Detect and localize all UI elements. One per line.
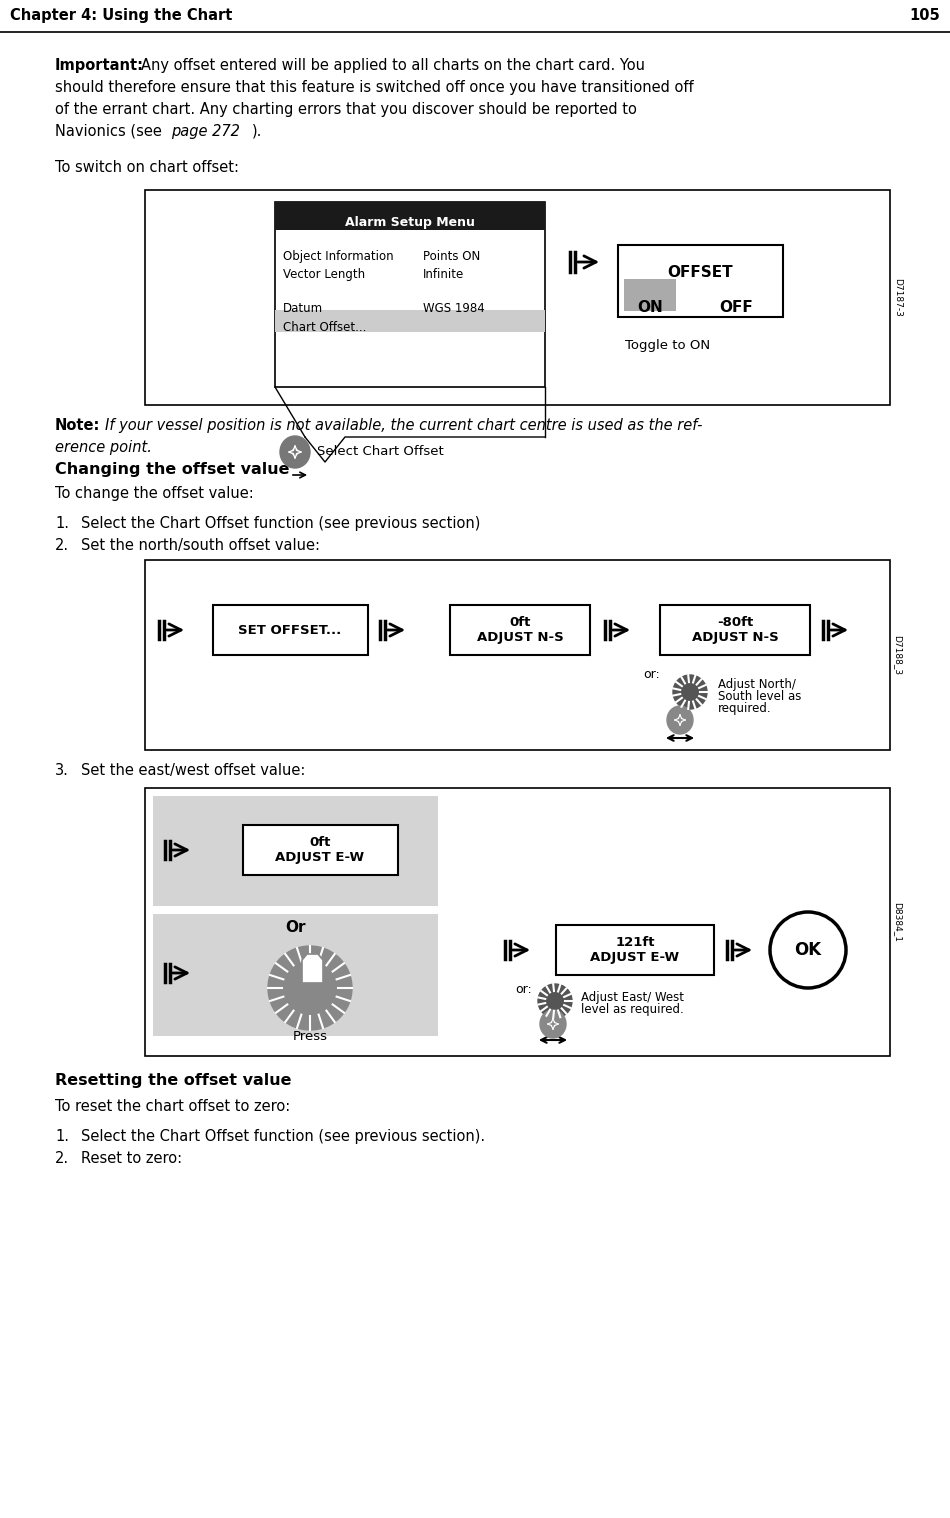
Text: 2.: 2. (55, 1151, 69, 1166)
FancyBboxPatch shape (275, 202, 545, 387)
Text: If your vessel position is not available, the current chart centre is used as th: If your vessel position is not available… (105, 417, 702, 433)
Text: Infinite: Infinite (423, 269, 465, 281)
Text: Important:: Important: (55, 58, 144, 73)
Text: Changing the offset value: Changing the offset value (55, 461, 290, 477)
Text: 1.: 1. (55, 516, 69, 531)
Text: Resetting the offset value: Resetting the offset value (55, 1073, 292, 1088)
Text: Press: Press (293, 1031, 328, 1043)
FancyBboxPatch shape (145, 560, 890, 750)
Polygon shape (302, 953, 323, 984)
Text: South level as: South level as (718, 691, 802, 703)
Text: ADJUST E-W: ADJUST E-W (591, 952, 679, 964)
Text: Vector Length: Vector Length (283, 269, 365, 281)
Text: Datum: Datum (283, 302, 323, 316)
Text: Toggle to ON: Toggle to ON (625, 339, 711, 352)
Text: Set the north/south offset value:: Set the north/south offset value: (81, 537, 320, 553)
Text: OFF: OFF (719, 301, 752, 316)
Text: Select Chart Offset: Select Chart Offset (317, 445, 444, 458)
FancyBboxPatch shape (624, 279, 676, 311)
Ellipse shape (667, 706, 693, 735)
Text: Chart Offset...: Chart Offset... (283, 320, 367, 334)
Text: WGS 1984: WGS 1984 (423, 302, 484, 316)
Text: ON: ON (637, 301, 663, 316)
Circle shape (770, 912, 846, 988)
Text: page 272: page 272 (171, 124, 239, 140)
Text: Adjust North/: Adjust North/ (718, 679, 796, 691)
Text: 0ft: 0ft (509, 615, 531, 628)
Text: OK: OK (794, 941, 822, 959)
Text: Set the east/west offset value:: Set the east/west offset value: (81, 764, 305, 779)
Circle shape (673, 676, 707, 709)
FancyBboxPatch shape (275, 310, 545, 332)
Text: ADJUST E-W: ADJUST E-W (276, 852, 365, 864)
FancyBboxPatch shape (153, 914, 438, 1035)
FancyBboxPatch shape (242, 824, 397, 874)
Text: To switch on chart offset:: To switch on chart offset: (55, 159, 239, 175)
Text: Any offset entered will be applied to all charts on the chart card. You: Any offset entered will be applied to al… (141, 58, 645, 73)
FancyBboxPatch shape (556, 924, 714, 975)
Text: Alarm Setup Menu: Alarm Setup Menu (345, 216, 475, 229)
Text: 2.: 2. (55, 537, 69, 553)
Text: Object Information: Object Information (283, 250, 393, 263)
Text: SET OFFSET...: SET OFFSET... (238, 624, 342, 636)
FancyBboxPatch shape (275, 202, 545, 231)
Text: Or: Or (285, 920, 305, 935)
Text: D7188_3: D7188_3 (893, 635, 902, 676)
Text: Select the Chart Offset function (see previous section).: Select the Chart Offset function (see pr… (81, 1129, 485, 1145)
Text: of the errant chart. Any charting errors that you discover should be reported to: of the errant chart. Any charting errors… (55, 102, 636, 117)
Text: Select the Chart Offset function (see previous section): Select the Chart Offset function (see pr… (81, 516, 481, 531)
Text: ADJUST N-S: ADJUST N-S (692, 631, 778, 645)
Text: To reset the chart offset to zero:: To reset the chart offset to zero: (55, 1099, 291, 1114)
Ellipse shape (280, 436, 310, 468)
Text: should therefore ensure that this feature is switched off once you have transiti: should therefore ensure that this featur… (55, 80, 694, 96)
Text: ADJUST N-S: ADJUST N-S (477, 631, 563, 645)
FancyBboxPatch shape (618, 244, 783, 317)
Text: level as required.: level as required. (581, 1003, 684, 1016)
Text: 1.: 1. (55, 1129, 69, 1145)
FancyBboxPatch shape (450, 606, 590, 654)
Text: Chapter 4: Using the Chart: Chapter 4: Using the Chart (10, 8, 233, 23)
Text: Reset to zero:: Reset to zero: (81, 1151, 182, 1166)
Text: or:: or: (643, 668, 659, 682)
Text: Points ON: Points ON (423, 250, 481, 263)
FancyBboxPatch shape (213, 606, 368, 654)
Ellipse shape (540, 1009, 566, 1038)
Text: Navionics (see: Navionics (see (55, 124, 166, 140)
Text: -80ft: -80ft (717, 615, 753, 628)
Text: OFFSET: OFFSET (668, 266, 733, 279)
Text: To change the offset value:: To change the offset value: (55, 486, 254, 501)
Text: 121ft: 121ft (616, 935, 655, 949)
FancyBboxPatch shape (145, 190, 890, 405)
FancyBboxPatch shape (660, 606, 810, 654)
FancyBboxPatch shape (145, 788, 890, 1057)
Text: 0ft: 0ft (310, 835, 331, 849)
Text: 105: 105 (909, 8, 940, 23)
Text: erence point.: erence point. (55, 440, 152, 455)
Circle shape (268, 946, 352, 1031)
Text: 3.: 3. (55, 764, 68, 779)
Text: or:: or: (515, 984, 532, 996)
Text: Adjust East/ West: Adjust East/ West (581, 991, 684, 1003)
Circle shape (538, 984, 572, 1019)
Text: D8384_1: D8384_1 (893, 902, 902, 943)
Text: D7187-3: D7187-3 (893, 278, 902, 317)
Text: Note:: Note: (55, 417, 101, 433)
FancyBboxPatch shape (153, 795, 438, 906)
Text: required.: required. (718, 701, 771, 715)
Text: ).: ). (252, 124, 262, 140)
